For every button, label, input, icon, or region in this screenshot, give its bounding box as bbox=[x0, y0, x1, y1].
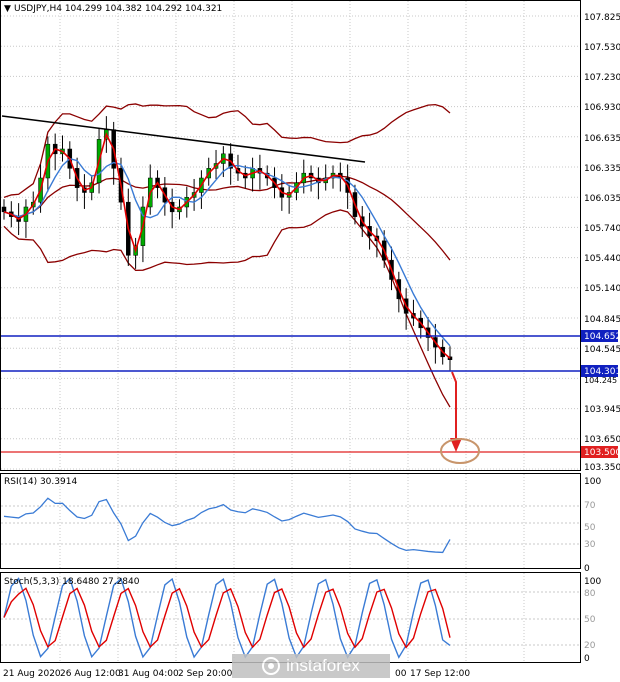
stoch-tick: 0 bbox=[584, 654, 590, 664]
price-tag-104301 bbox=[581, 365, 618, 377]
rsi-tick: 30 bbox=[584, 540, 596, 550]
rsi-tick: 0 bbox=[584, 564, 590, 574]
ma-line bbox=[3, 157, 451, 347]
main-panel bbox=[0, 0, 581, 471]
target-circle bbox=[440, 438, 480, 464]
triangle-icon: ▼ bbox=[4, 4, 11, 14]
price-tick: 106.635 bbox=[584, 134, 620, 144]
price-tag-103500-text: 103.500 bbox=[584, 448, 620, 458]
price-tick: 107.825 bbox=[584, 13, 620, 23]
price-tick: 106.930 bbox=[584, 103, 620, 113]
price-tag-103500 bbox=[581, 446, 618, 458]
rsi-axis: 100 70 50 30 0 bbox=[584, 477, 601, 574]
stoch-axis: 100 80 50 20 0 bbox=[584, 577, 601, 664]
instaforex-logo-icon bbox=[262, 657, 281, 675]
stoch-panel bbox=[0, 572, 581, 663]
time-axis: 21 Aug 2020 26 Aug 12:00 31 Aug 04:00 2 … bbox=[3, 669, 470, 679]
price-tick: 104.845 bbox=[584, 315, 620, 325]
price-tick: 107.230 bbox=[584, 73, 620, 83]
price-tick: 104.545 bbox=[584, 345, 620, 355]
price-tick: 106.035 bbox=[584, 194, 620, 204]
price-tick: 103.350 bbox=[584, 463, 620, 473]
time-label: 31 Aug 04:00 bbox=[118, 669, 179, 679]
time-label: 26 Aug 12:00 bbox=[60, 669, 121, 679]
price-tick: 105.140 bbox=[584, 284, 620, 294]
stoch-tick: 50 bbox=[584, 615, 596, 625]
candle-body bbox=[1, 206, 7, 213]
price-tag-104301-text: 104.301 bbox=[584, 367, 620, 377]
price-tick: 103.650 bbox=[584, 435, 620, 445]
arrowhead-icon bbox=[450, 438, 462, 452]
price-tick: 106.335 bbox=[584, 164, 620, 174]
stoch-tick: 20 bbox=[584, 641, 596, 651]
price-line bbox=[3, 132, 451, 359]
candle-body bbox=[447, 356, 453, 360]
price-axis: 107.825 107.530 107.230 106.930 106.635 … bbox=[584, 13, 620, 473]
stoch-tick: 80 bbox=[584, 589, 596, 599]
rsi-tick: 100 bbox=[584, 477, 601, 487]
price-tick: 107.530 bbox=[584, 43, 620, 53]
rsi-panel bbox=[0, 473, 581, 569]
time-label: 00 bbox=[395, 669, 407, 679]
time-label: 2 Sep 20:00 bbox=[178, 669, 233, 679]
watermark: instaforex bbox=[232, 654, 390, 678]
rsi-header: RSI(14) 30.3914 bbox=[4, 477, 77, 487]
price-tag-104245-text: 104.245 bbox=[584, 376, 617, 385]
price-tick: 105.440 bbox=[584, 254, 620, 264]
projection-arrow bbox=[451, 371, 457, 440]
price-tag-104652 bbox=[581, 330, 618, 342]
rsi-tick: 70 bbox=[584, 501, 596, 511]
lower-band-line bbox=[3, 209, 451, 408]
time-label: 17 Sep 12:00 bbox=[410, 669, 470, 679]
rsi-line bbox=[3, 497, 451, 554]
stoch-d-line bbox=[3, 587, 451, 649]
time-label: 21 Aug 2020 bbox=[3, 669, 61, 679]
trend-line bbox=[1, 115, 366, 163]
stoch-tick: 100 bbox=[584, 577, 601, 587]
price-tick: 105.740 bbox=[584, 224, 620, 234]
price-tag-104652-text: 104.652 bbox=[584, 332, 620, 342]
stoch-header: Stoch(5,3,3) 18.6480 27.2840 bbox=[4, 577, 140, 587]
upper-band-line bbox=[3, 103, 451, 198]
rsi-tick: 50 bbox=[584, 523, 596, 533]
price-tick: 103.945 bbox=[584, 405, 620, 415]
watermark-text: instaforex bbox=[286, 656, 360, 675]
chart-header: USDJPY,H4 104.299 104.382 104.292 104.32… bbox=[14, 4, 222, 14]
